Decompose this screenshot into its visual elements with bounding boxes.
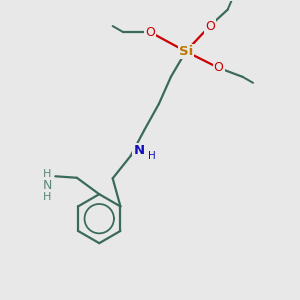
Text: H: H (43, 169, 51, 179)
Text: H: H (43, 192, 51, 202)
Text: O: O (214, 61, 224, 74)
Text: Si: Si (179, 45, 193, 58)
Text: O: O (145, 26, 155, 38)
Text: H: H (148, 151, 156, 161)
Text: N: N (134, 144, 145, 157)
Text: O: O (205, 20, 215, 33)
Text: N: N (42, 179, 52, 192)
